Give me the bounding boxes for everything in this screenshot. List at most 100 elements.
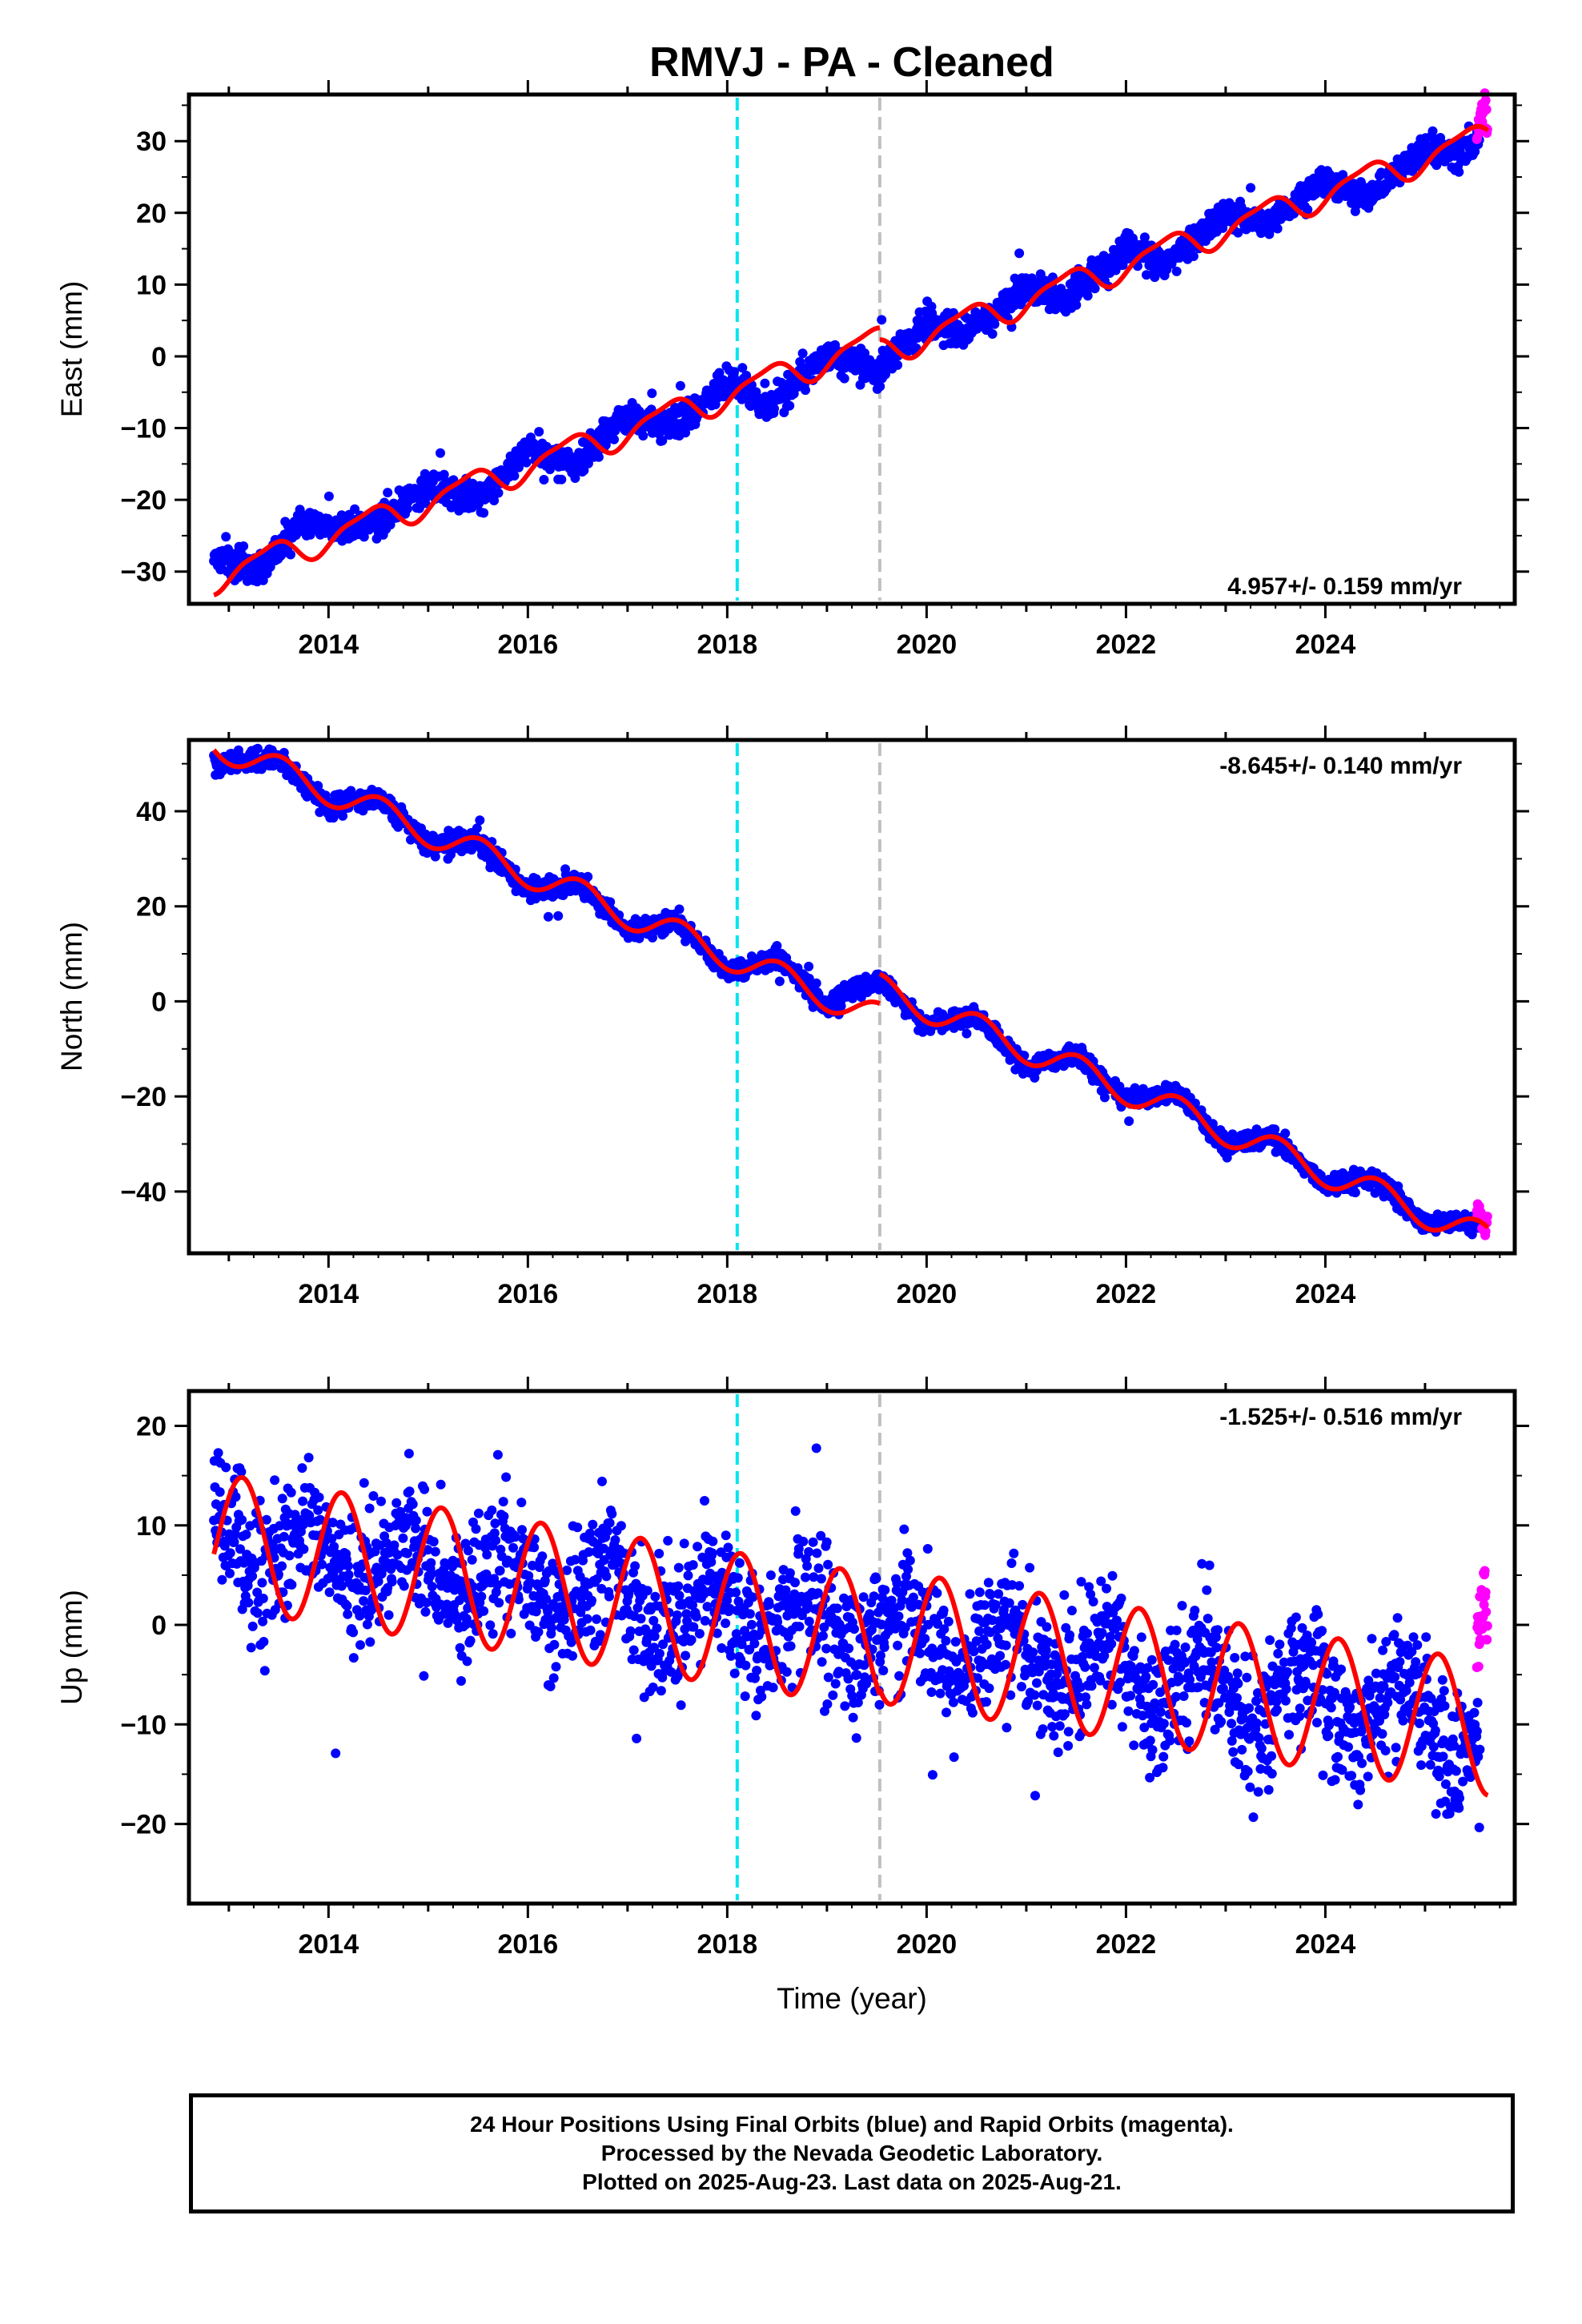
north-y-tick-label: 40 [136,797,167,827]
east-final-point [893,360,903,370]
up-final-point [243,1598,254,1608]
up-final-point [259,1637,269,1647]
north-x-tick-label: 2018 [697,1279,758,1309]
north-y-tick-label: −40 [120,1177,167,1208]
north-final-point [811,978,821,988]
north-final-point [1124,1116,1134,1126]
east-final-point [795,356,805,367]
east-final-point [420,498,431,509]
up-final-point [343,1561,353,1571]
east-y-tick-label: −20 [120,485,167,516]
east-x-tick-label: 2022 [1096,629,1157,660]
east-x-tick-label: 2024 [1295,629,1356,660]
north-final-point [583,871,593,882]
up-final-point [252,1587,263,1598]
up-final-point [303,1453,314,1463]
east-final-point [479,508,489,518]
up-final-point [230,1529,240,1539]
up-final-point [258,1594,268,1603]
east-final-point [383,488,393,498]
north-final-point [472,823,482,834]
up-final-point [299,1544,309,1554]
up-final-point [247,1621,258,1631]
east-final-point [583,458,593,468]
east-final-point [436,448,445,458]
north-final-point [804,961,814,971]
up-final-point [313,1505,323,1515]
east-final-point [675,380,685,391]
east-model-curve [213,325,881,597]
east-final-point [1071,300,1082,310]
north-final-point [1467,1229,1477,1240]
up-final-point [314,1492,324,1502]
north-y-axis-title: North (mm) [55,922,88,1072]
east-final-point [323,491,334,501]
east-rapid-point [1481,104,1492,115]
up-final-point [217,1574,227,1585]
north-x-tick-label: 2014 [298,1279,359,1309]
east-final-point [1272,223,1283,234]
up-final-point [342,1601,352,1611]
east-final-point [1139,232,1150,243]
north-rapid-point [1482,1212,1492,1221]
east-final-point [1014,248,1025,259]
east-final-point [681,428,691,438]
up-final-point [221,1462,231,1473]
east-final-point [239,541,249,551]
east-final-point [875,381,885,392]
up-final-point [327,1518,338,1528]
up-final-point [362,1619,372,1630]
north-final-point [772,941,782,951]
north-model-curve [878,971,1490,1233]
east-y-tick-label: −10 [120,414,167,444]
east-final-point [556,474,567,485]
up-final-point [277,1561,287,1571]
north-x-tick-label: 2024 [1295,1279,1356,1309]
east-final-point [539,475,549,485]
east-final-point [1082,291,1093,301]
east-final-point [609,434,619,444]
east-final-point [647,388,657,399]
north-final-point [1099,1092,1110,1103]
up-final-point [298,1496,308,1506]
up-final-point [348,1653,359,1663]
up-final-point [343,1609,353,1619]
up-final-point [247,1571,258,1582]
east-final-point [877,315,887,325]
east-final-point [1150,272,1160,283]
east-final-point [1357,181,1367,191]
up-final-point [225,1548,235,1558]
up-final-point [297,1463,307,1474]
north-y-tick-label: −20 [120,1082,167,1112]
up-final-orbit-points [209,1443,1485,1832]
up-final-point [287,1579,297,1590]
up-final-point [336,1581,347,1591]
east-final-point [579,465,589,476]
east-final-point [1188,251,1199,261]
east-final-point [286,549,295,560]
north-final-point [430,851,440,862]
up-final-point [324,1587,335,1598]
up-final-point [360,1586,371,1595]
up-final-point [229,1537,239,1547]
north-x-tick-label: 2016 [498,1279,559,1309]
east-rate-label: 4.957+/- 0.159 mm/yr [1227,573,1462,600]
east-final-point [439,469,449,480]
east-final-point [657,436,668,446]
north-model-curve [211,748,881,1016]
east-final-point [987,329,998,339]
east-y-tick-label: 10 [136,270,167,300]
east-final-point [741,370,752,380]
north-final-point [553,911,564,921]
north-final-point [1350,1188,1360,1198]
north-y-tick-label: 0 [151,987,167,1017]
east-final-point [1142,270,1151,280]
east-final-point [990,319,1000,329]
north-panel: 2014 2016 2018 2020 2022 2024−40−2002040North… [55,726,1529,1309]
east-final-point [1246,183,1256,193]
east-final-point [402,504,412,514]
north-final-point [1030,1072,1040,1083]
up-final-point [241,1530,251,1540]
east-x-tick-label: 2020 [897,629,958,660]
north-rapid-point [1480,1226,1491,1236]
